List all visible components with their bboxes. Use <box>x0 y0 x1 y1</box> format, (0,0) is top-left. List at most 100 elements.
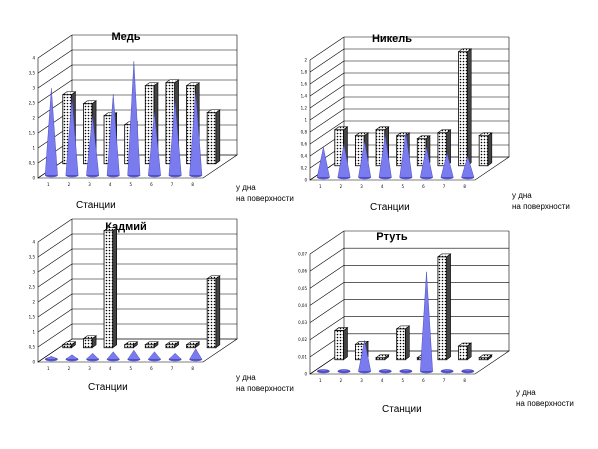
y-tick-label: 0,02 <box>298 337 307 342</box>
depth-label-bottom: у дна <box>512 191 532 200</box>
x-axis-label: Станции <box>76 200 116 211</box>
y-tick-label: 1 <box>32 330 35 335</box>
x-tick-label: 7 <box>171 366 174 371</box>
bottom-cone <box>337 144 351 178</box>
x-tick-label: 5 <box>402 184 405 189</box>
gridline <box>309 120 345 145</box>
gridline <box>309 84 345 109</box>
surface-bar <box>165 344 175 349</box>
surface-bar-side <box>112 227 118 349</box>
y-tick-label: 2 <box>304 58 307 63</box>
x-tick-label: 1 <box>47 182 50 187</box>
x-tick-label: 3 <box>88 366 91 371</box>
y-tick-label: 0 <box>32 176 35 181</box>
surface-bar <box>206 112 217 165</box>
x-tick-label: 1 <box>319 378 322 383</box>
y-tick-label: 0,03 <box>298 320 307 325</box>
x-tick-label: 6 <box>150 182 153 187</box>
surface-bar <box>458 345 468 361</box>
bottom-cone <box>461 155 475 178</box>
y-tick-label: 1 <box>32 146 35 151</box>
surface-bar <box>62 344 72 349</box>
copper-chart: Медь 0 0,5 1 1,5 2 2,5 3 3,5 4 1 2 3 4 5 6 7 8 Станции у дн… <box>29 31 294 211</box>
y-tick-label: 1,6 <box>301 82 308 87</box>
depth-label-bottom: у дна <box>236 183 256 192</box>
bottom-cone <box>86 115 100 176</box>
gridline <box>309 48 345 73</box>
mercury-chart: Ртуть 0 0,01 0,02 0,03 0,04 0,05 0,06 0,07 1 2 3 4 5 6… <box>298 230 574 415</box>
gridline <box>309 72 345 97</box>
y-tick-label: 0,2 <box>301 166 308 171</box>
bottom-cone <box>127 61 141 176</box>
chart-title: Медь <box>111 31 140 43</box>
y-tick-label: 0,6 <box>301 142 308 147</box>
bottom-cone <box>168 352 182 360</box>
gridline <box>37 79 73 104</box>
x-tick-label: 5 <box>130 366 133 371</box>
chart-floor <box>309 350 510 375</box>
gridline <box>309 36 345 61</box>
chart-title: Ртуть <box>376 231 408 243</box>
depth-label-surface: на поверхности <box>236 194 294 203</box>
gridline <box>37 34 73 59</box>
bottom-cone <box>440 369 454 372</box>
y-tick-label: 0,04 <box>298 303 307 308</box>
y-tick-label: 4 <box>32 56 35 61</box>
surface-bar <box>186 344 196 349</box>
y-tick-label: 0,8 <box>301 130 308 135</box>
bottom-cone <box>106 94 120 176</box>
x-tick-label: 4 <box>109 366 112 371</box>
surface-bar <box>334 330 344 361</box>
y-tick-label: 2 <box>32 116 35 121</box>
surface-bar <box>83 338 93 349</box>
gridline <box>309 96 345 121</box>
x-axis-label: Станции <box>370 202 410 213</box>
x-tick-label: 3 <box>88 182 91 187</box>
x-tick-label: 3 <box>360 184 363 189</box>
bottom-cone <box>45 356 58 360</box>
x-tick-label: 4 <box>109 182 112 187</box>
gridline <box>309 316 345 340</box>
x-tick-label: 2 <box>68 366 71 371</box>
x-tick-label: 7 <box>443 378 446 383</box>
x-tick-label: 5 <box>130 182 133 187</box>
x-tick-label: 1 <box>319 184 322 189</box>
bottom-cone <box>65 97 79 176</box>
gridline <box>309 282 345 306</box>
surface-bar <box>437 132 447 167</box>
surface-bar-side <box>215 275 221 349</box>
surface-bar-side <box>405 325 410 361</box>
chart-floor <box>309 156 510 181</box>
x-tick-label: 2 <box>340 378 343 383</box>
x-tick-label: 3 <box>360 378 363 383</box>
bottom-cone <box>337 369 351 372</box>
surface-bar <box>458 51 468 167</box>
surface-bar <box>103 230 114 349</box>
surface-bar <box>478 135 489 167</box>
gridline <box>37 308 73 333</box>
gridline <box>37 323 73 348</box>
y-tick-label: 1,8 <box>301 70 308 75</box>
bottom-cone <box>358 141 372 178</box>
surface-bar <box>206 278 217 349</box>
y-tick-label: 1,5 <box>29 315 36 320</box>
surface-bar-side <box>466 48 472 167</box>
y-tick-label: 2,5 <box>29 101 36 106</box>
x-tick-label: 8 <box>191 366 194 371</box>
surface-bar <box>124 344 134 349</box>
x-tick-label: 8 <box>191 182 194 187</box>
y-tick-label: 3 <box>32 86 35 91</box>
gridline <box>37 248 73 273</box>
x-tick-label: 6 <box>422 378 425 383</box>
x-tick-label: 2 <box>68 182 71 187</box>
y-tick-label: 2 <box>32 300 35 305</box>
bottom-cone <box>147 351 162 360</box>
bottom-cone <box>378 369 392 372</box>
gridline <box>37 293 73 318</box>
surface-bar-side <box>446 253 451 361</box>
y-tick-label: 1,4 <box>301 94 308 99</box>
x-tick-label: 6 <box>422 184 425 189</box>
depth-label-surface: на поверхности <box>512 202 570 211</box>
